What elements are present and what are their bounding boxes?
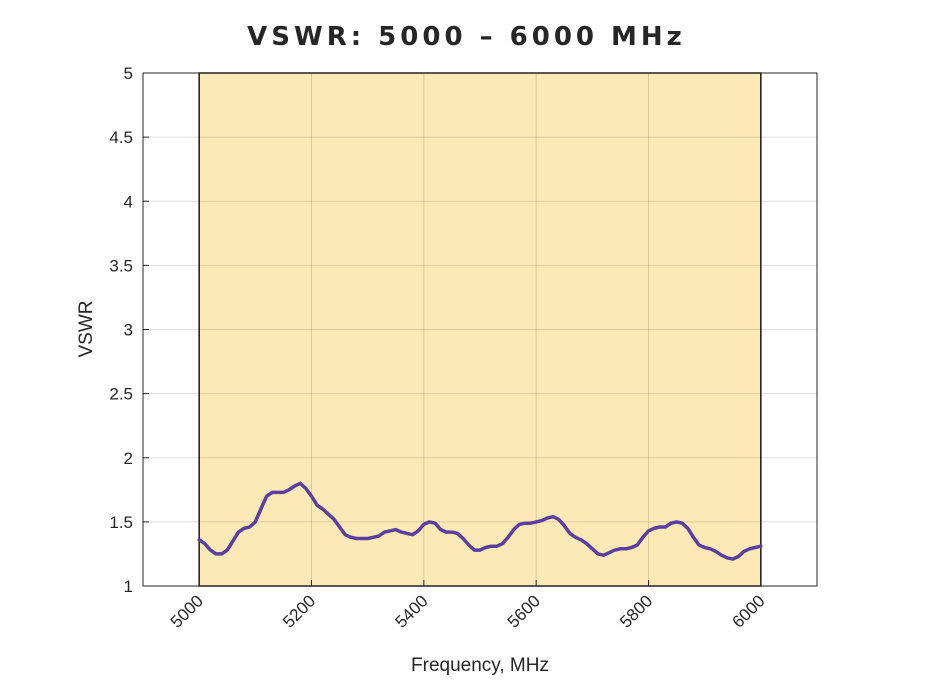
axes-layer [142,72,818,587]
y-tick-label: 5 [124,64,133,83]
y-tick-label: 4.5 [109,128,133,147]
frequency-band [198,72,762,587]
y-tick-label: 1.5 [109,513,133,532]
x-axis-label: Frequency, MHz [411,655,549,676]
chart-title: VSWR: 5000 – 6000 MHz [247,22,686,52]
y-tick-label: 2.5 [109,385,133,404]
y-tick-label: 1 [124,577,133,596]
y-tick-label: 2 [124,449,133,468]
frequency-band-layer [198,72,762,587]
x-tick-label: 5800 [616,591,656,631]
x-tick-label: 5400 [391,591,431,631]
y-tick-label: 4 [124,192,133,211]
y-tick-label: 3.5 [109,256,133,275]
y-axis-label: VSWR [76,301,97,358]
x-tick-label: 6000 [728,591,768,631]
x-tick-label: 5000 [167,591,207,631]
series-line [197,481,763,561]
series-layer [197,481,763,561]
y-tick-label: 3 [124,321,133,340]
x-tick-label: 5600 [504,591,544,631]
x-tick-label: 5200 [279,591,319,631]
